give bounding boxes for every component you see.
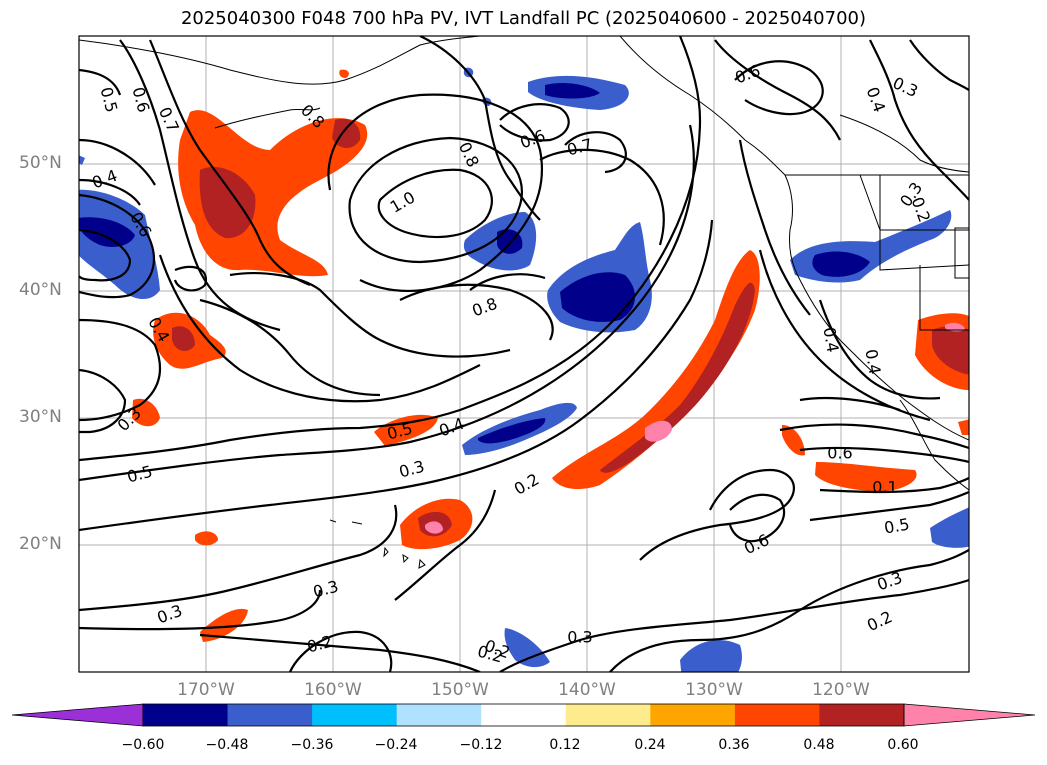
- colorbar-tick: −0.12: [459, 737, 503, 753]
- contour-label: 0.6: [827, 444, 852, 463]
- map-plot: [79, 36, 969, 672]
- colorbar-segment: [481, 704, 567, 726]
- contour-label: 0.7: [565, 135, 595, 160]
- contour-label: 0.6: [741, 530, 772, 558]
- colorbar-tick: 0.12: [549, 737, 581, 753]
- contour-label: 0.4: [861, 348, 884, 376]
- contour-label: 0.6: [128, 85, 153, 115]
- contour-label: 0.4: [819, 326, 842, 354]
- colorbar-extend-low: [11, 703, 144, 727]
- lat-label-50n: 50°N: [19, 153, 62, 173]
- lon-label-130w: 130°W: [685, 680, 743, 700]
- lon-label-140w: 140°W: [558, 680, 616, 700]
- colorbar-segment: [227, 704, 313, 726]
- colorbar: [11, 703, 1036, 727]
- contour-label: 0.8: [469, 294, 499, 321]
- contour-label: 0.3: [567, 628, 592, 647]
- contour-label: 0.5: [883, 514, 911, 537]
- negative-anomaly-fills: [79, 67, 969, 672]
- colorbar-tick: −0.24: [374, 737, 418, 753]
- colorbar-segment: [565, 704, 651, 726]
- colorbar-tick: −0.48: [205, 737, 249, 753]
- contour-label: 0.6: [517, 126, 547, 153]
- colorbar-segment: [396, 704, 482, 726]
- colorbar-tick: −0.36: [290, 737, 334, 753]
- lon-label-160w: 160°W: [304, 680, 362, 700]
- contour-label: 0.1: [872, 478, 897, 497]
- lon-label-120w: 120°W: [812, 680, 870, 700]
- contour-label: 0.3: [397, 457, 427, 482]
- contour-label: 0.2: [864, 607, 895, 635]
- positive-anomaly-fills: [132, 69, 969, 642]
- colorbar-tick: 0.60: [887, 737, 919, 753]
- lat-label-30n: 30°N: [19, 407, 62, 427]
- colorbar-segment: [650, 704, 736, 726]
- pv-contours: [79, 36, 969, 672]
- coastlines: [79, 36, 969, 569]
- contour-label: 0.4: [89, 166, 119, 193]
- map-title: 2025040300 F048 700 hPa PV, IVT Landfall…: [180, 8, 867, 29]
- colorbar-tick: 0.48: [803, 737, 835, 753]
- lon-label-150w: 150°W: [431, 680, 489, 700]
- contour-label: 0.4: [863, 84, 890, 114]
- map-frame: [78, 35, 970, 673]
- colorbar-tick: 0.24: [634, 737, 666, 753]
- lat-label-40n: 40°N: [19, 280, 62, 300]
- contour-label: 0.5: [125, 462, 155, 487]
- contour-label: 0.2: [305, 632, 335, 657]
- colorbar-segment: [734, 704, 820, 726]
- contour-label: 1.0: [387, 188, 419, 217]
- lon-label-170w: 170°W: [177, 680, 235, 700]
- contour-label: 0.3: [311, 577, 341, 602]
- colorbar-tick: 0.36: [718, 737, 750, 753]
- colorbar-segment: [143, 704, 229, 726]
- colorbar-segment: [312, 704, 398, 726]
- colorbar-segment: [819, 704, 905, 726]
- contour-label: 0.3: [154, 601, 184, 628]
- colorbar-tick: −0.60: [121, 737, 165, 753]
- contour-label: 0.3: [874, 568, 904, 595]
- lat-label-20n: 20°N: [19, 534, 62, 554]
- colorbar-extend-high: [903, 703, 1036, 727]
- contour-label: 0.2: [511, 470, 543, 499]
- colorbar-frame: [142, 703, 905, 727]
